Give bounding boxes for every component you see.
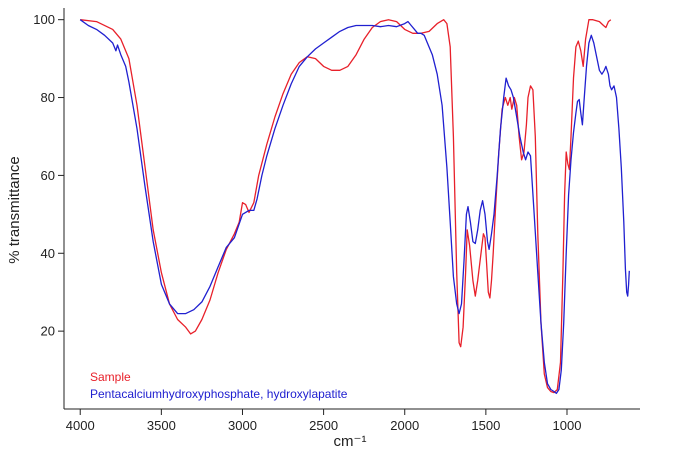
x-tick-label: 3000 bbox=[228, 418, 257, 433]
y-tick-label: 60 bbox=[41, 168, 55, 183]
legend: Sample Pentacalciumhydroxyphosphate, hyd… bbox=[90, 370, 348, 401]
y-tick-label: 40 bbox=[41, 246, 55, 261]
y-tick-label: 20 bbox=[41, 324, 55, 339]
ticks: 20 40 60 80 100 4000 3500 3000 2500 2000 1500 1000 bbox=[33, 12, 581, 433]
x-axis-title: cm⁻¹ bbox=[334, 433, 367, 450]
x-tick-label: 1500 bbox=[471, 418, 500, 433]
y-tick-label: 100 bbox=[33, 12, 55, 27]
x-tick-label: 2000 bbox=[390, 418, 419, 433]
x-tick-label: 4000 bbox=[66, 418, 95, 433]
legend-entry-sample: Sample bbox=[90, 370, 131, 384]
legend-entry-hydroxylapatite: Pentacalciumhydroxyphosphate, hydroxylap… bbox=[90, 387, 348, 401]
series-line-hydroxylapatite bbox=[79, 19, 630, 395]
y-tick-label: 80 bbox=[41, 90, 55, 105]
x-tick-label: 2500 bbox=[309, 418, 338, 433]
series-line-sample bbox=[80, 19, 612, 394]
x-tick-label: 3500 bbox=[147, 418, 176, 433]
y-axis-title: % transmittance bbox=[6, 156, 23, 264]
x-tick-label: 1000 bbox=[553, 418, 582, 433]
axes bbox=[63, 8, 640, 410]
series-layer bbox=[79, 19, 630, 395]
